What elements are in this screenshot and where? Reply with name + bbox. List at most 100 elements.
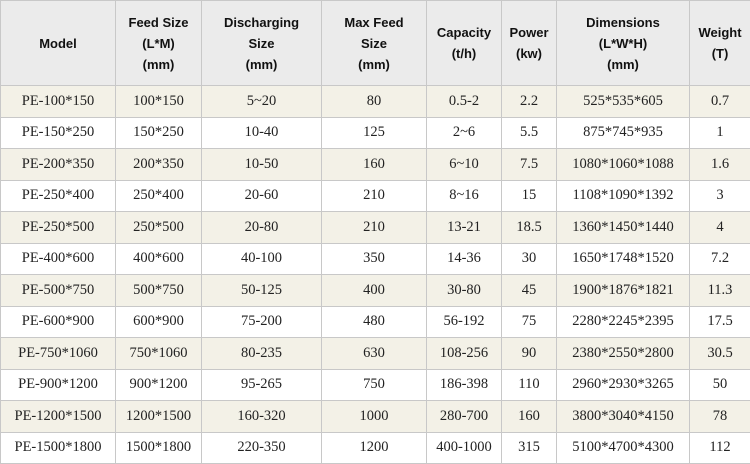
table-cell: 315	[501, 431, 557, 464]
table-cell: 0.7	[689, 85, 750, 118]
table-cell: 250*500	[115, 211, 202, 244]
table-cell: 220-350	[201, 431, 322, 464]
header-text: Dimensions	[586, 14, 660, 30]
table-cell: 1360*1450*1440	[556, 211, 690, 244]
table-cell: 1	[689, 116, 750, 149]
header-cell: Discharging Size (mm)	[201, 0, 322, 86]
header-text: (L*M)	[142, 35, 175, 51]
table-cell: 875*745*935	[556, 116, 690, 149]
table-cell: 45	[501, 274, 557, 307]
table-cell: 480	[321, 305, 427, 338]
table-cell: 125	[321, 116, 427, 149]
table-cell: 280-700	[426, 400, 502, 433]
table-row: PE-150*250 150*250 10-40 125 2~6 5.5 875*745*9…	[0, 116, 750, 149]
header-text: Capacity	[436, 25, 492, 40]
header-cell: Weight (T)	[689, 0, 750, 86]
table-row: PE-750*1060 750*1060 80-235 630 108-256 90 238…	[0, 337, 750, 370]
header-cell: Capacity (t/h)	[426, 0, 502, 86]
table-cell: 3800*3040*4150	[556, 400, 690, 433]
table-row: PE-1200*1500 1200*1500 160-320 1000 280-700 1…	[0, 400, 750, 433]
table-cell: 186-398	[426, 368, 502, 401]
table-cell: 7.5	[501, 148, 557, 181]
table-cell: 108-256	[426, 337, 502, 370]
table-cell: 80-235	[201, 337, 322, 370]
table-cell: PE-100*150	[0, 85, 116, 118]
table-cell: 2~6	[426, 116, 502, 149]
table-cell: 11.3	[689, 274, 750, 307]
header-text: Discharging	[223, 14, 300, 30]
table-cell: 15	[501, 179, 557, 212]
table-row: PE-900*1200 900*1200 95-265 750 186-398 110 29…	[0, 368, 750, 401]
table-cell: 400-1000	[426, 431, 502, 464]
table-row: PE-400*600 400*600 40-100 350 14-36 30 1650*17…	[0, 242, 750, 275]
table-cell: 110	[501, 368, 557, 401]
header-text: Size	[360, 35, 387, 51]
header-text: Feed Size	[128, 14, 189, 30]
header-text: (mm)	[358, 56, 390, 72]
table-cell: PE-750*1060	[0, 337, 116, 370]
table-cell: 13-21	[426, 211, 502, 244]
table-cell: 210	[321, 211, 427, 244]
header-row: Model Feed Size (L*M) (mm) Discharging Size (m…	[0, 0, 750, 86]
table-cell: 3	[689, 179, 750, 212]
header-text: Size	[248, 35, 275, 51]
table-row: PE-250*500 250*500 20-80 210 13-21 18.5 1360*1…	[0, 211, 750, 244]
table-cell: 14-36	[426, 242, 502, 275]
table-cell: 5~20	[201, 85, 322, 118]
header-text: (mm)	[245, 56, 278, 72]
table-cell: 1000	[321, 400, 427, 433]
table-cell: 250*400	[115, 179, 202, 212]
header-text: (t/h)	[451, 46, 477, 61]
table-row: PE-250*400 250*400 20-60 210 8~16 15 1108*1090…	[0, 179, 750, 212]
table-cell: 630	[321, 337, 427, 370]
table-cell: 95-265	[201, 368, 322, 401]
table-cell: 1650*1748*1520	[556, 242, 690, 275]
table-cell: 400	[321, 274, 427, 307]
table-cell: 5100*4700*4300	[556, 431, 690, 464]
table-cell: 1200*1500	[115, 400, 202, 433]
table-cell: 18.5	[501, 211, 557, 244]
header-text: Model	[39, 35, 77, 51]
table-cell: 500*750	[115, 274, 202, 307]
table-cell: 900*1200	[115, 368, 202, 401]
table-cell: 78	[689, 400, 750, 433]
table-cell: PE-400*600	[0, 242, 116, 275]
header-text: (mm)	[607, 56, 639, 72]
table-cell: 20-60	[201, 179, 322, 212]
table-cell: 40-100	[201, 242, 322, 275]
table-cell: 200*350	[115, 148, 202, 181]
table-cell: 80	[321, 85, 427, 118]
table-cell: 1.6	[689, 148, 750, 181]
table-cell: 75	[501, 305, 557, 338]
header-text: Max Feed	[344, 14, 404, 30]
table-cell: PE-500*750	[0, 274, 116, 307]
table-cell: 10-50	[201, 148, 322, 181]
table-cell: PE-250*400	[0, 179, 116, 212]
table-cell: 30.5	[689, 337, 750, 370]
table-cell: PE-150*250	[0, 116, 116, 149]
table-cell: 112	[689, 431, 750, 464]
header-text: Power	[509, 25, 549, 40]
table-cell: 1900*1876*1821	[556, 274, 690, 307]
table-cell: 5.5	[501, 116, 557, 149]
table-cell: 1500*1800	[115, 431, 202, 464]
table-cell: PE-900*1200	[0, 368, 116, 401]
table-cell: PE-1500*1800	[0, 431, 116, 464]
table-row: PE-600*900 600*900 75-200 480 56-192 75 2280*2…	[0, 305, 750, 338]
table-cell: 90	[501, 337, 557, 370]
table-cell: 2280*2245*2395	[556, 305, 690, 338]
table-cell: 30	[501, 242, 557, 275]
table-cell: 0.5-2	[426, 85, 502, 118]
table-cell: 75-200	[201, 305, 322, 338]
table-cell: PE-600*900	[0, 305, 116, 338]
table-cell: 1080*1060*1088	[556, 148, 690, 181]
table-row: PE-100*150 100*150 5~20 80 0.5-2 2.2 525*535*6…	[0, 85, 750, 118]
table-cell: PE-250*500	[0, 211, 116, 244]
table-cell: 6~10	[426, 148, 502, 181]
table-cell: 2380*2550*2800	[556, 337, 690, 370]
table-cell: 400*600	[115, 242, 202, 275]
table-cell: 525*535*605	[556, 85, 690, 118]
table-cell: 56-192	[426, 305, 502, 338]
